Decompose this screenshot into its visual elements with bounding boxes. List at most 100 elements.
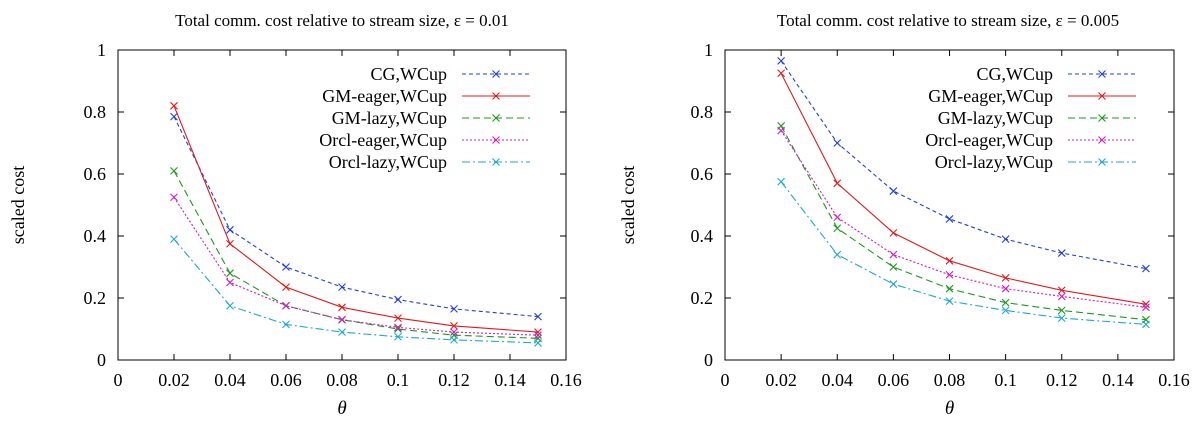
legend-marker	[1098, 136, 1106, 144]
legend-marker	[492, 92, 500, 100]
x-axis-label: θ	[337, 398, 346, 419]
data-point	[282, 263, 290, 271]
y-tick-label: 1	[97, 40, 106, 60]
legend-label: Orcl-eager,WCup	[319, 130, 447, 150]
data-point	[394, 332, 402, 341]
data-point	[777, 69, 786, 78]
data-point	[1142, 320, 1150, 329]
y-tick-label: 0	[704, 350, 713, 370]
data-point	[1057, 292, 1066, 301]
data-point	[394, 314, 402, 323]
data-point	[1001, 284, 1010, 293]
data-point	[945, 284, 954, 293]
data-point	[450, 304, 458, 313]
legend-marker	[492, 114, 500, 122]
series-4	[170, 193, 542, 340]
y-tick-label: 0.6	[84, 164, 107, 184]
series-line	[173, 170, 539, 339]
chart-panel-2: Total comm. cost relative to stream size…	[618, 11, 1190, 419]
x-tick-label: 0.06	[270, 370, 302, 390]
x-tick-label: 0	[114, 370, 123, 390]
x-tick-label: 0.02	[765, 370, 797, 390]
data-point	[226, 301, 234, 310]
y-axis-label: scaled cost	[8, 166, 28, 244]
y-tick-label: 0	[97, 350, 106, 370]
data-point	[1001, 306, 1010, 315]
data-point	[170, 167, 178, 175]
data-point	[534, 328, 542, 336]
data-point	[338, 328, 346, 336]
data-point	[226, 225, 234, 234]
data-point	[170, 235, 178, 243]
series-line	[173, 196, 539, 336]
series-3	[777, 122, 1150, 324]
x-tick-label: 0	[721, 370, 730, 390]
data-point	[1057, 286, 1066, 295]
x-tick-label: 0.16	[1158, 370, 1190, 390]
legend-marker	[1098, 158, 1106, 166]
data-point	[945, 297, 954, 305]
data-point	[1001, 235, 1010, 243]
legend-marker	[1098, 92, 1106, 100]
data-point	[889, 229, 898, 237]
x-tick-label: 0.02	[158, 370, 190, 390]
series-line	[173, 238, 539, 344]
data-point	[226, 278, 234, 287]
series-2	[170, 101, 542, 336]
legend-label: Orcl-eager,WCup	[925, 130, 1053, 150]
data-point	[1001, 298, 1010, 307]
x-tick-label: 0.16	[550, 370, 582, 390]
data-point	[1142, 264, 1150, 273]
data-point	[833, 224, 842, 233]
x-tick-label: 0.04	[822, 370, 854, 390]
data-point	[534, 312, 542, 321]
legend-label: Orcl-lazy,WCup	[935, 152, 1053, 172]
series-5	[777, 177, 1150, 329]
series-4	[777, 126, 1150, 312]
x-tick-label: 0.12	[438, 370, 470, 390]
data-point	[394, 323, 402, 332]
legend-marker	[492, 70, 500, 78]
data-point	[777, 56, 786, 65]
legend-label: CG,WCup	[371, 64, 448, 84]
series-3	[170, 167, 542, 343]
x-tick-label: 0.12	[1046, 370, 1078, 390]
data-point	[945, 256, 954, 265]
data-point	[833, 139, 842, 147]
chart-title: Total comm. cost relative to stream size…	[777, 11, 1119, 30]
series-5	[170, 235, 542, 347]
data-point	[170, 193, 178, 202]
legend-marker	[492, 158, 500, 166]
data-point	[889, 250, 898, 259]
data-point	[226, 239, 234, 248]
legend-label: GM-eager,WCup	[322, 86, 447, 106]
y-tick-label: 0.4	[691, 226, 714, 246]
data-point	[450, 322, 458, 330]
y-tick-label: 0.8	[84, 102, 107, 122]
x-tick-label: 0.1	[387, 370, 410, 390]
data-point	[450, 335, 458, 344]
data-point	[282, 283, 290, 292]
data-point	[1001, 273, 1010, 282]
data-point	[1142, 303, 1150, 312]
legend-label: GM-lazy,WCup	[332, 108, 447, 128]
legend-label: GM-lazy,WCup	[938, 108, 1053, 128]
data-point	[338, 315, 346, 324]
legend-marker	[1098, 114, 1106, 122]
x-tick-label: 0.06	[878, 370, 910, 390]
series-2	[777, 69, 1150, 309]
data-point	[170, 101, 178, 110]
data-point	[282, 320, 290, 329]
y-tick-label: 1	[704, 40, 713, 60]
legend-marker	[1098, 70, 1106, 78]
data-point	[833, 179, 842, 188]
data-point	[394, 325, 402, 333]
y-tick-label: 0.2	[84, 288, 107, 308]
data-point	[394, 295, 402, 304]
y-tick-label: 0.4	[84, 226, 107, 246]
x-tick-label: 0.04	[214, 370, 246, 390]
data-point	[889, 187, 898, 195]
y-tick-label: 0.2	[691, 288, 714, 308]
